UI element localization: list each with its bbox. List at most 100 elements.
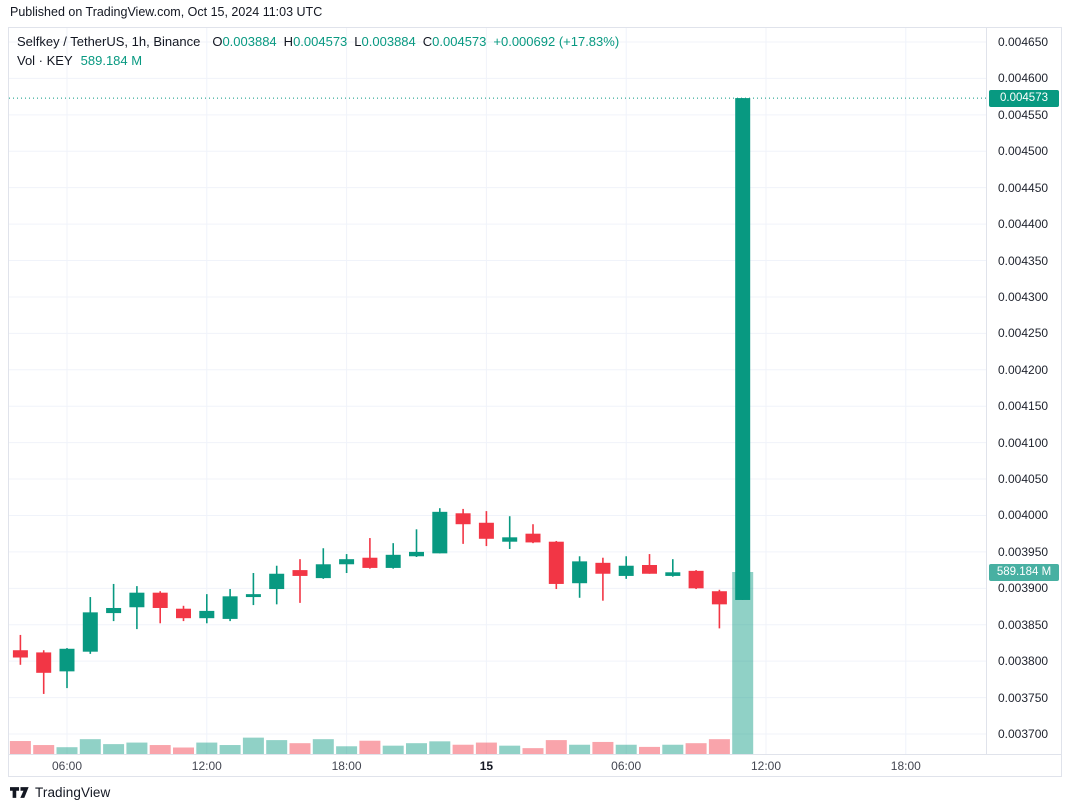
price-tick-label: 0.004500 (998, 144, 1049, 159)
time-tick-label: 18:00 (890, 759, 921, 773)
ohlc-high: H0.004573 (283, 34, 348, 49)
last-volume-badge: 589.184 M (989, 563, 1059, 581)
candle-body (292, 570, 308, 576)
price-tick-label: 0.004350 (998, 253, 1049, 268)
candle-body (618, 565, 634, 576)
price-tick-label: 0.004600 (998, 71, 1049, 86)
candle-body (478, 522, 494, 539)
legend-row-volume: Vol · KEY 589.184 M (17, 51, 619, 70)
change-value: +0.000692 (+17.83%) (493, 34, 620, 49)
candle-body (199, 610, 215, 619)
candle-body (572, 561, 588, 584)
chart-canvas[interactable] (9, 28, 986, 754)
price-tick-label: 0.004450 (998, 180, 1049, 195)
candle-body (339, 559, 355, 565)
volume-bar (708, 739, 730, 754)
candle-body (36, 652, 52, 673)
candle-body (176, 608, 191, 619)
candle-body (362, 557, 378, 568)
price-tick-label: 0.004550 (998, 107, 1049, 122)
ohlc-low: L0.003884 (354, 34, 416, 49)
price-tick-label: 0.004250 (998, 326, 1049, 341)
time-tick-label: 06:00 (51, 759, 83, 773)
tradingview-attribution[interactable]: TradingView (10, 785, 110, 800)
candle-body (432, 511, 448, 554)
volume-bar (592, 741, 614, 754)
volume-bar (569, 744, 591, 754)
volume-bar (545, 740, 567, 754)
candle-body (245, 594, 261, 598)
volume-bar (79, 739, 101, 754)
volume-bar (732, 572, 754, 754)
volume-bar (149, 745, 171, 754)
last-price-badge: 0.004573 (989, 89, 1059, 107)
volume-bar (499, 745, 521, 754)
time-axis-border (9, 754, 1061, 755)
time-axis[interactable]: 06:00 12:00 18:00 15 06:00 12:00 18:00 (9, 754, 986, 777)
volume-bar (103, 744, 125, 754)
price-tick-label: 0.003750 (998, 690, 1049, 705)
price-tick-label: 0.004150 (998, 399, 1049, 414)
candle-body (269, 573, 285, 590)
chart-card: Selfkey / TetherUS, 1h, Binance O0.00388… (8, 27, 1062, 777)
volume-bar (429, 741, 451, 754)
ohlc-close: C0.004573 (422, 34, 487, 49)
price-tick-label: 0.004400 (998, 217, 1049, 232)
candle-body (385, 554, 401, 568)
symbol-title: Selfkey / TetherUS, 1h, Binance (17, 34, 201, 49)
volume-bar (9, 741, 31, 754)
candle-body (152, 592, 168, 608)
candle-body (711, 591, 727, 605)
legend-row-symbol: Selfkey / TetherUS, 1h, Binance O0.00388… (17, 32, 619, 51)
tradingview-wordmark: TradingView (35, 785, 111, 800)
candle-body (665, 572, 681, 576)
price-tick-label: 0.003950 (998, 544, 1049, 559)
candle-body (59, 648, 75, 672)
published-caption: Published on TradingView.com, Oct 15, 20… (10, 5, 323, 19)
volume-study-label: Vol · KEY (17, 53, 73, 68)
volume-bar (615, 744, 637, 754)
volume-study-value: 589.184 M (80, 53, 143, 68)
candle-body (502, 537, 518, 542)
candle-body (222, 596, 238, 619)
price-tick-label: 0.003850 (998, 617, 1049, 632)
candle-body (315, 564, 331, 579)
volume-bar (662, 744, 684, 754)
price-tick-label: 0.003800 (998, 654, 1049, 669)
volume-bar (336, 746, 358, 754)
price-tick-label: 0.003900 (998, 581, 1049, 596)
time-tick-label: 12:00 (191, 759, 222, 773)
candle-body (129, 592, 145, 608)
volume-bar (312, 739, 334, 754)
time-tick-label: 18:00 (331, 759, 362, 773)
volume-bar (685, 743, 707, 754)
candle-body (688, 570, 704, 589)
price-tick-label: 0.004650 (998, 35, 1049, 49)
volume-bar (452, 744, 474, 754)
time-tick-label: 12:00 (750, 759, 782, 773)
price-tick-label: 0.004200 (998, 362, 1049, 377)
volume-bar (196, 742, 218, 754)
volume-bar (266, 740, 288, 754)
candle-body (12, 650, 28, 658)
volume-bar (219, 745, 241, 754)
candle-body (106, 607, 122, 614)
candle-body (642, 565, 657, 574)
volume-bar (475, 742, 497, 754)
price-tick-label: 0.004050 (998, 472, 1049, 487)
volume-bar (126, 742, 148, 754)
candle-body (525, 533, 541, 543)
volume-bar (359, 740, 381, 754)
time-tick-label: 06:00 (611, 759, 642, 773)
candle-body (595, 562, 611, 574)
tradingview-logo-icon (10, 787, 29, 798)
price-tick-label: 0.004100 (998, 435, 1049, 450)
candle-body (409, 551, 424, 557)
time-tick-label: 15 (479, 759, 494, 773)
price-axis[interactable]: 0.004573 589.184 M 0.004650 0.004600 0.004… (986, 28, 1062, 754)
chart-legend: Selfkey / TetherUS, 1h, Binance O0.00388… (17, 32, 619, 70)
volume-bar (639, 746, 660, 754)
volume-bar (33, 745, 55, 754)
candle-body (455, 513, 471, 525)
